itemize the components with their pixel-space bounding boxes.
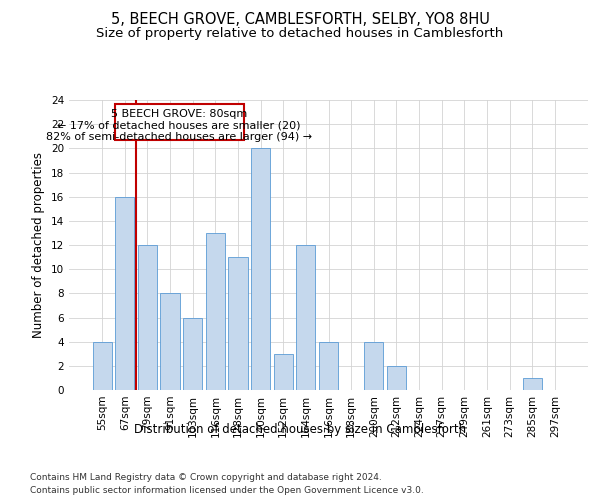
- Y-axis label: Number of detached properties: Number of detached properties: [32, 152, 46, 338]
- Text: Contains public sector information licensed under the Open Government Licence v3: Contains public sector information licen…: [30, 486, 424, 495]
- Bar: [364, 342, 383, 390]
- Bar: [274, 354, 293, 390]
- Bar: [523, 378, 542, 390]
- Text: Distribution of detached houses by size in Camblesforth: Distribution of detached houses by size …: [134, 422, 466, 436]
- Bar: [115, 196, 134, 390]
- Bar: [296, 245, 316, 390]
- Text: Size of property relative to detached houses in Camblesforth: Size of property relative to detached ho…: [97, 28, 503, 40]
- Bar: [160, 294, 180, 390]
- Text: 5 BEECH GROVE: 80sqm: 5 BEECH GROVE: 80sqm: [111, 109, 247, 119]
- FancyBboxPatch shape: [115, 104, 244, 140]
- Bar: [387, 366, 406, 390]
- Bar: [206, 233, 225, 390]
- Bar: [229, 257, 248, 390]
- Bar: [183, 318, 202, 390]
- Text: ← 17% of detached houses are smaller (20): ← 17% of detached houses are smaller (20…: [58, 120, 301, 130]
- Text: 5, BEECH GROVE, CAMBLESFORTH, SELBY, YO8 8HU: 5, BEECH GROVE, CAMBLESFORTH, SELBY, YO8…: [110, 12, 490, 28]
- Bar: [319, 342, 338, 390]
- Bar: [251, 148, 270, 390]
- Bar: [92, 342, 112, 390]
- Bar: [138, 245, 157, 390]
- Text: 82% of semi-detached houses are larger (94) →: 82% of semi-detached houses are larger (…: [46, 132, 312, 142]
- Text: Contains HM Land Registry data © Crown copyright and database right 2024.: Contains HM Land Registry data © Crown c…: [30, 472, 382, 482]
